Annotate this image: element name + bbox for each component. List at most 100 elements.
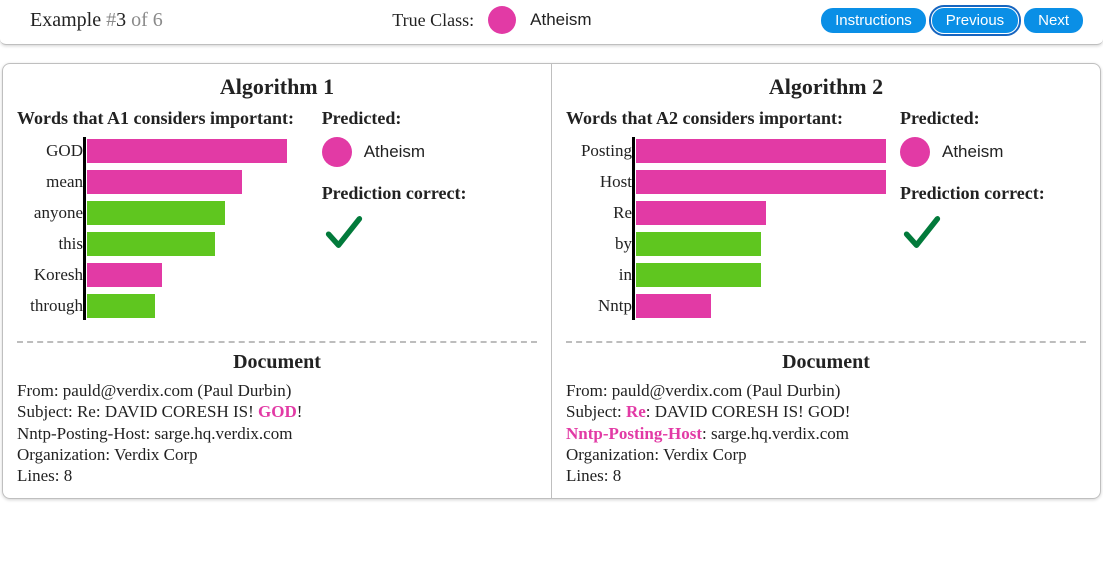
example-counter: Example #3 of 6 (30, 9, 163, 32)
doc-text: Subject: Re: DAVID CORESH IS! (17, 402, 258, 421)
previous-button[interactable]: Previous (932, 8, 1018, 33)
example-current: 3 (116, 9, 126, 31)
bar-row: this (83, 230, 308, 258)
algo1-correct-heading: Prediction correct: (322, 183, 537, 204)
bar-label: mean (17, 172, 87, 192)
algo2-prediction-column: Predicted: Atheism Prediction correct: (886, 108, 1086, 323)
algo1-bar-chart: GOD mean anyone this Koresh through (17, 137, 308, 320)
doc-highlight-word: GOD (258, 402, 297, 421)
algo1-predicted-row: Atheism (322, 137, 537, 167)
bar-label: through (17, 296, 87, 316)
bar-fill (87, 170, 242, 194)
algo2-chart-axis (632, 137, 635, 320)
bar-row: Host (632, 168, 886, 196)
algo1-words-heading: Words that A1 considers important: (17, 108, 308, 129)
bar-row: Nntp (632, 292, 886, 320)
doc-text: Lines: 8 (17, 466, 72, 485)
algorithm-2-panel: Algorithm 2 Words that A2 considers impo… (552, 64, 1100, 498)
doc-text: From: pauld@verdix.com (Paul Durbin) (17, 381, 291, 400)
doc-highlight-word: Nntp-Posting-Host (566, 424, 702, 443)
nav-button-group: Instructions Previous Next (821, 8, 1083, 33)
example-word: Example (30, 9, 101, 31)
bar-row: Re (632, 199, 886, 227)
instructions-button[interactable]: Instructions (821, 8, 926, 33)
doc-text: Lines: 8 (566, 466, 621, 485)
algo1-divider (17, 341, 537, 343)
panels-container: Algorithm 1 Words that A1 considers impo… (2, 63, 1101, 499)
example-of: of (126, 9, 153, 31)
algo1-predicted-name: Atheism (364, 142, 425, 162)
algo2-document-text: From: pauld@verdix.com (Paul Durbin) Subj… (566, 380, 1086, 486)
algorithm-1-panel: Algorithm 1 Words that A1 considers impo… (3, 64, 551, 498)
bar-fill (636, 263, 761, 287)
bar-row: Posting (632, 137, 886, 165)
doc-text: From: pauld@verdix.com (Paul Durbin) (566, 381, 840, 400)
algo2-predicted-dot-icon (900, 137, 930, 167)
algo1-upper: Words that A1 considers important: GOD me… (17, 108, 537, 323)
algo2-correct-heading: Prediction correct: (900, 183, 1086, 204)
algo1-prediction-column: Predicted: Atheism Prediction correct: (308, 108, 537, 323)
algo1-predicted-dot-icon (322, 137, 352, 167)
algo2-bar-chart: Posting Host Re by in Nntp (566, 137, 886, 320)
page-root: Example #3 of 6 True Class: Atheism Inst… (0, 0, 1103, 499)
algo2-upper: Words that A2 considers important: Posti… (566, 108, 1086, 323)
algo1-chart-axis (83, 137, 86, 320)
algo2-title: Algorithm 2 (566, 74, 1086, 100)
algo2-predicted-row: Atheism (900, 137, 1086, 167)
bar-fill (636, 232, 761, 256)
bar-label: in (566, 265, 636, 285)
doc-text: Organization: Verdix Corp (17, 445, 198, 464)
doc-text: Organization: Verdix Corp (566, 445, 747, 464)
example-hash: # (106, 9, 116, 31)
algo2-predicted-name: Atheism (942, 142, 1003, 162)
algo2-predicted-heading: Predicted: (900, 108, 1086, 129)
algo2-check-icon (900, 210, 944, 254)
next-button[interactable]: Next (1024, 8, 1083, 33)
algo1-chart-column: Words that A1 considers important: GOD me… (17, 108, 308, 323)
doc-text: Subject: (566, 402, 626, 421)
bar-fill (87, 263, 162, 287)
algo2-divider (566, 341, 1086, 343)
algo2-words-heading: Words that A2 considers important: (566, 108, 886, 129)
bar-label: Posting (566, 141, 636, 161)
bar-label: by (566, 234, 636, 254)
bar-row: through (83, 292, 308, 320)
bar-fill (636, 139, 886, 163)
bar-row: in (632, 261, 886, 289)
bar-row: Koresh (83, 261, 308, 289)
true-class-block: True Class: Atheism (163, 6, 821, 34)
bar-label: anyone (17, 203, 87, 223)
doc-highlight-word: Re (626, 402, 646, 421)
bar-fill (87, 139, 287, 163)
bar-label: this (17, 234, 87, 254)
algo2-doc-heading: Document (566, 351, 1086, 374)
doc-text: ! (297, 402, 303, 421)
bar-fill (87, 201, 225, 225)
bar-label: Re (566, 203, 636, 223)
bar-row: by (632, 230, 886, 258)
bar-label: Nntp (566, 296, 636, 316)
bar-fill (636, 170, 886, 194)
bar-row: anyone (83, 199, 308, 227)
algo1-title: Algorithm 1 (17, 74, 537, 100)
bar-row: GOD (83, 137, 308, 165)
bar-label: Koresh (17, 265, 87, 285)
algo1-document-text: From: pauld@verdix.com (Paul Durbin) Subj… (17, 380, 537, 486)
header-bar: Example #3 of 6 True Class: Atheism Inst… (0, 0, 1103, 45)
doc-text: : sarge.hq.verdix.com (702, 424, 849, 443)
doc-text: : DAVID CORESH IS! GOD! (646, 402, 851, 421)
true-class-name: Atheism (530, 10, 591, 30)
bar-fill (87, 294, 155, 318)
bar-label: Host (566, 172, 636, 192)
algo1-check-icon (322, 210, 366, 254)
algo1-doc-heading: Document (17, 351, 537, 374)
true-class-label: True Class: (392, 10, 474, 31)
doc-text: Nntp-Posting-Host: sarge.hq.verdix.com (17, 424, 292, 443)
bar-fill (636, 294, 711, 318)
true-class-dot-icon (488, 6, 516, 34)
bar-fill (636, 201, 766, 225)
bar-fill (87, 232, 215, 256)
algo2-chart-column: Words that A2 considers important: Posti… (566, 108, 886, 323)
bar-row: mean (83, 168, 308, 196)
example-total: 6 (153, 9, 163, 31)
